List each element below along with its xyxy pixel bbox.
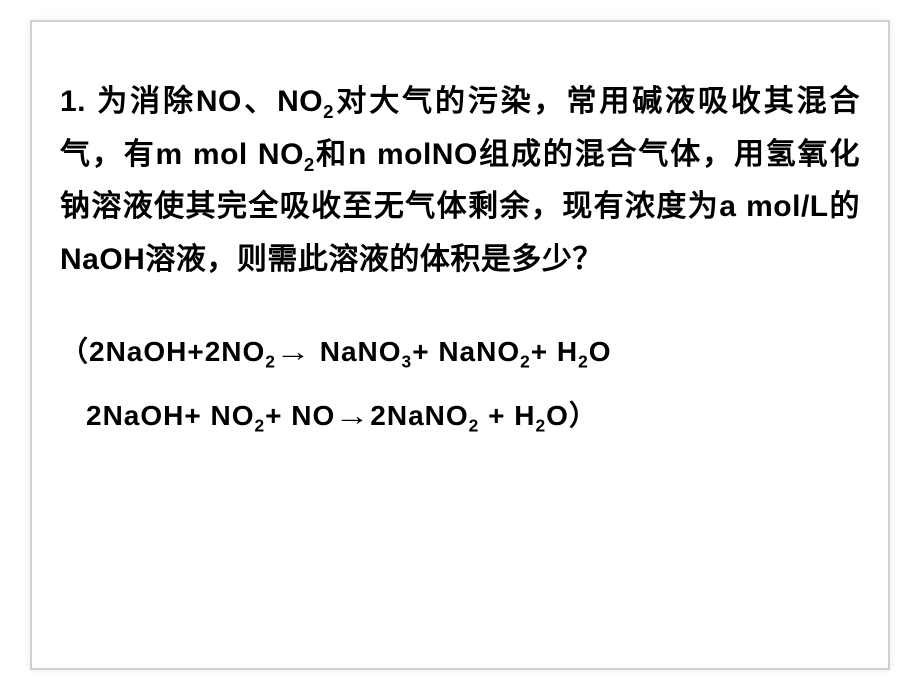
problem-text: 1. 为消除NO、NO2对大气的污染，常用碱液吸收其混合气，有m mol NO2… bbox=[60, 76, 860, 286]
equation-2: 2NaOH+ NO2+ NO→2NaNO2 + H2O） bbox=[60, 384, 860, 448]
slide-frame: 1. 为消除NO、NO2对大气的污染，常用碱液吸收其混合气，有m mol NO2… bbox=[30, 20, 890, 670]
reaction-arrow-icon: → bbox=[335, 384, 371, 448]
reaction-arrow-icon: → bbox=[275, 320, 311, 384]
equations-block: （2NaOH+2NO2→ NaNO3+ NaNO2+ H2O 2NaOH+ NO… bbox=[60, 320, 860, 449]
slide-content: 1. 为消除NO、NO2对大气的污染，常用碱液吸收其混合气，有m mol NO2… bbox=[60, 76, 860, 449]
equation-1: （2NaOH+2NO2→ NaNO3+ NaNO2+ H2O bbox=[60, 320, 860, 384]
